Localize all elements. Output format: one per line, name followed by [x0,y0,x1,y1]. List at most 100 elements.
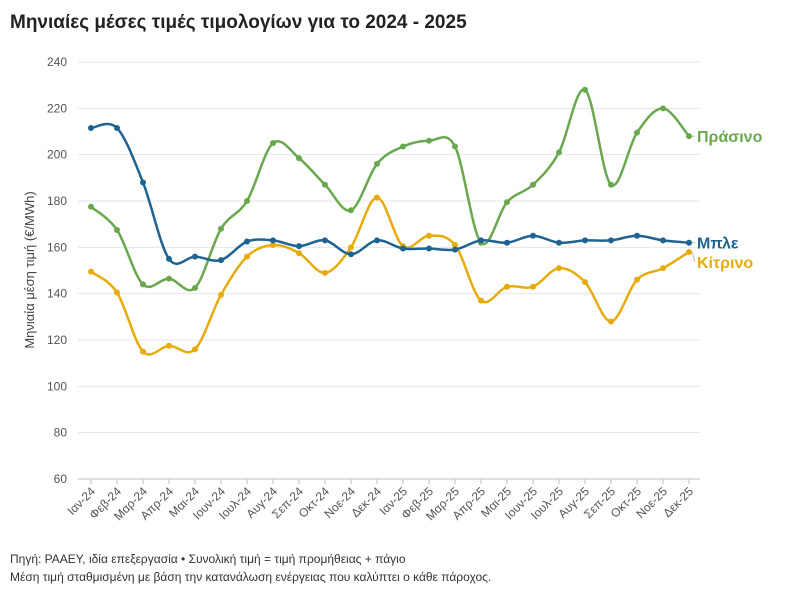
data-point-green [452,143,458,150]
data-point-yellow [218,291,224,298]
series-line-green [89,88,691,292]
data-point-blue [88,125,94,132]
y-tick-label: 80 [54,426,68,440]
series-line-yellow [89,196,691,356]
data-point-blue [478,237,484,244]
data-point-blue [660,237,666,244]
data-point-blue [114,125,120,132]
y-tick-label: 120 [47,333,67,347]
x-tick-label: Δεκ-25 [660,484,696,520]
data-point-yellow [504,283,510,290]
y-axis-label: Μηνιαία μέση τιμή (€/MWh) [22,191,37,348]
data-point-blue [322,237,328,244]
data-point-blue [556,239,562,246]
data-point-blue [504,239,510,246]
data-point-green [660,105,666,112]
data-point-green [400,143,406,150]
data-point-yellow [322,269,328,276]
data-point-yellow [244,253,250,260]
data-point-green [88,203,94,210]
grid-lines [78,61,700,480]
footer: Πηγή: ΡΑΑΕΥ, ιδία επεξεργασία • Συνολική… [10,550,491,586]
data-point-yellow [634,276,640,283]
data-point-yellow [556,265,562,272]
data-point-blue [192,253,198,260]
data-point-blue [244,238,250,245]
data-point-green [426,137,432,144]
data-point-yellow [166,342,172,349]
footer-note: Μέση τιμή σταθμισμένη με βάση την κατανά… [10,570,492,584]
data-point-green [218,225,224,232]
data-point-yellow [374,194,380,201]
data-point-yellow [530,283,536,290]
data-point-green [530,181,536,188]
data-point-yellow [296,250,302,257]
data-point-green [556,149,562,156]
data-point-yellow [452,242,458,249]
data-point-green [348,207,354,214]
data-point-blue [296,243,302,250]
data-point-green [582,86,588,93]
series-labels: Πράσινο Μπλε Κίτρινο [691,129,763,272]
data-point-green [270,140,276,147]
data-point-blue [348,251,354,258]
data-point-blue [686,239,692,246]
x-axis-ticks: Ιαν-24Φεβ-24Μαρ-24Απρ-24Μαι-24Ιουν-24Ιου… [64,479,696,523]
data-point-green [166,275,172,282]
series-label-blue: Μπλε [697,236,739,253]
chart-title: Μηνιαίες μέσες τιμές τιμολογίων για το 2… [10,12,467,33]
data-point-green [114,226,120,233]
series-label-green: Πράσινο [697,129,763,146]
y-tick-label: 60 [54,472,68,486]
y-tick-label: 160 [47,240,67,254]
data-point-blue [634,232,640,239]
data-point-green [140,281,146,288]
data-point-blue [426,245,432,252]
data-point-green [322,181,328,188]
data-point-green [296,155,302,162]
line-chart: 60 80 100 120 140 160 180 200 220 240 Ιαν-24Φεβ-2… [22,55,763,523]
x-tick-label: Δεκ-24 [348,484,384,520]
data-point-blue [530,232,536,239]
data-point-blue [608,237,614,244]
data-point-yellow [686,248,692,255]
data-point-blue [452,246,458,253]
data-point-green [634,129,640,136]
data-point-yellow [140,348,146,355]
data-point-yellow [660,265,666,272]
y-tick-label: 240 [47,55,67,69]
y-tick-label: 140 [47,287,67,301]
data-point-yellow [478,297,484,304]
data-point-yellow [114,289,120,296]
data-point-blue [140,179,146,186]
y-tick-label: 180 [47,194,67,208]
y-tick-label: 220 [47,101,67,115]
data-point-blue [374,237,380,244]
series-points [88,86,692,355]
data-point-green [608,181,614,188]
data-point-green [192,284,198,291]
y-tick-label: 100 [47,379,67,393]
footer-source: Πηγή: ΡΑΑΕΥ, ιδία επεξεργασία • Συνολική… [10,552,406,566]
data-point-green [686,133,692,140]
data-point-blue [166,255,172,262]
series-lines [89,88,691,356]
data-point-green [504,199,510,206]
y-axis-ticks: 60 80 100 120 140 160 180 200 220 240 [47,55,67,486]
y-tick-label: 200 [47,148,67,162]
data-point-yellow [270,242,276,249]
data-point-blue [582,237,588,244]
data-point-blue [218,257,224,264]
data-point-yellow [192,346,198,353]
data-point-blue [400,245,406,252]
data-point-blue [270,237,276,244]
series-label-yellow: Κίτρινο [697,255,753,272]
data-point-yellow [348,244,354,251]
data-point-green [244,198,250,204]
data-point-yellow [582,279,588,286]
data-point-yellow [88,268,94,275]
series-label-leader [691,251,696,263]
data-point-yellow [608,318,614,325]
data-point-green [374,160,380,167]
data-point-yellow [426,232,432,239]
